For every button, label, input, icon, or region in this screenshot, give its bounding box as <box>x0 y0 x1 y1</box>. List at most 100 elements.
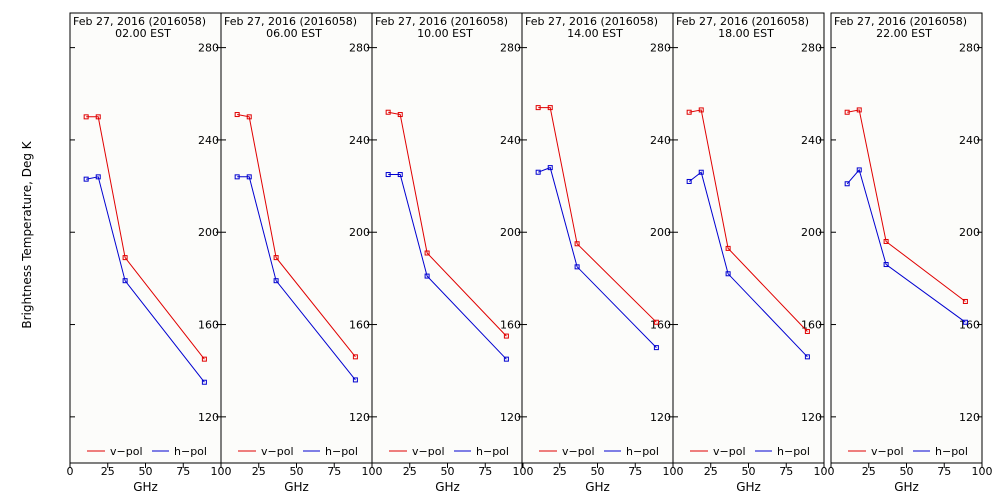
chart-panel: Feb 27, 2016 (2016058)06.00 EST 120 160 200… <box>220 12 383 494</box>
y-tick-label: 240 <box>959 134 980 147</box>
x-tick-label: 25 <box>553 465 567 478</box>
y-axis-label: Brightness Temperature, Deg K <box>20 140 34 328</box>
y-tick-label: 120 <box>801 411 822 424</box>
data-point-h-pol <box>962 319 968 325</box>
series-line-h-pol <box>237 176 356 381</box>
x-axis-label: GHz <box>284 480 309 494</box>
y-tick-label: 200 <box>349 226 370 239</box>
data-point-h-pol <box>201 379 207 385</box>
y-tick-label: 240 <box>801 134 822 147</box>
y-tick-label: 160 <box>959 319 980 332</box>
data-point-h-pol <box>352 377 358 383</box>
x-tick-label: 100 <box>972 465 993 478</box>
y-tick-label: 280 <box>349 42 370 55</box>
y-tick-label: 160 <box>500 319 521 332</box>
y-tick-label: 240 <box>198 134 219 147</box>
chart-panel: Feb 27, 2016 (2016058)14.00 EST 120 160 200… <box>521 12 684 494</box>
y-tick-label: 120 <box>349 411 370 424</box>
data-point-v-pol <box>574 241 580 247</box>
y-tick-label: 240 <box>349 134 370 147</box>
chart-panel: Feb 27, 2016 (2016058)02.00 EST 120 160 200… <box>67 12 232 494</box>
y-tick-label: 280 <box>801 42 822 55</box>
x-tick-label: 50 <box>591 465 605 478</box>
panel-time: 22.00 EST <box>876 27 932 40</box>
data-point-h-pol <box>424 273 430 279</box>
y-tick-label: 280 <box>198 42 219 55</box>
y-tick-label: 200 <box>500 226 521 239</box>
legend-label-h-pol: h−pol <box>476 445 509 458</box>
data-point-v-pol <box>547 105 553 111</box>
x-axis-label: GHz <box>894 480 919 494</box>
data-point-v-pol <box>122 255 128 261</box>
y-tick-label: 120 <box>500 411 521 424</box>
panel-frame <box>371 12 524 464</box>
series-line-v-pol <box>689 109 808 332</box>
x-tick-label: 25 <box>101 465 115 478</box>
y-tick-label: 160 <box>650 319 671 332</box>
y-tick-label: 200 <box>801 226 822 239</box>
panel-time: 14.00 EST <box>567 27 623 40</box>
data-point-h-pol <box>574 264 580 270</box>
x-tick-label: 75 <box>779 465 793 478</box>
y-tick-label: 200 <box>198 226 219 239</box>
data-point-h-pol <box>535 169 541 175</box>
data-point-h-pol <box>883 262 889 268</box>
series-line-h-pol <box>538 166 657 348</box>
series-line-h-pol <box>388 174 507 360</box>
x-tick-label: 50 <box>290 465 304 478</box>
chart-panel: Feb 27, 2016 (2016058)10.00 EST 120 160 200… <box>371 12 534 494</box>
y-tick-label: 200 <box>959 226 980 239</box>
x-tick-label: 25 <box>704 465 718 478</box>
x-tick-label: 75 <box>478 465 492 478</box>
x-tick-label: 0 <box>67 465 74 478</box>
data-point-v-pol <box>844 109 850 115</box>
data-point-v-pol <box>83 114 89 120</box>
x-tick-label: 100 <box>513 465 534 478</box>
data-point-v-pol <box>246 114 252 120</box>
panel-title: Feb 27, 2016 (2016058) <box>375 15 508 28</box>
data-point-v-pol <box>883 238 889 244</box>
panel-frame <box>69 12 222 464</box>
data-point-v-pol <box>725 245 731 251</box>
series-line-v-pol <box>86 116 205 360</box>
data-point-h-pol <box>385 172 391 178</box>
y-tick-label: 120 <box>650 411 671 424</box>
x-tick-label: 50 <box>900 465 914 478</box>
series-line-h-pol <box>86 176 205 383</box>
x-axis-label: GHz <box>435 480 460 494</box>
legend-label-h-pol: h−pol <box>174 445 207 458</box>
x-tick-label: 100 <box>814 465 835 478</box>
y-tick-label: 120 <box>198 411 219 424</box>
data-point-v-pol <box>201 356 207 362</box>
y-tick-label: 280 <box>500 42 521 55</box>
x-tick-label: 75 <box>937 465 951 478</box>
legend-label-v-pol: v−pol <box>871 445 904 458</box>
x-axis-label: GHz <box>736 480 761 494</box>
y-tick-label: 160 <box>801 319 822 332</box>
panel-time: 06.00 EST <box>266 27 322 40</box>
data-point-h-pol <box>503 356 509 362</box>
legend-label-h-pol: h−pol <box>777 445 810 458</box>
data-point-h-pol <box>273 278 279 284</box>
data-point-v-pol <box>424 250 430 256</box>
data-point-h-pol <box>83 176 89 182</box>
data-point-v-pol <box>698 107 704 113</box>
legend-label-v-pol: v−pol <box>110 445 143 458</box>
x-tick-label: 100 <box>663 465 684 478</box>
x-tick-label: 75 <box>327 465 341 478</box>
data-point-h-pol <box>95 174 101 180</box>
data-point-h-pol <box>234 174 240 180</box>
data-point-v-pol <box>503 333 509 339</box>
data-point-h-pol <box>856 167 862 173</box>
panel-title: Feb 27, 2016 (2016058) <box>676 15 809 28</box>
y-tick-label: 120 <box>959 411 980 424</box>
data-point-h-pol <box>698 169 704 175</box>
y-tick-label: 160 <box>198 319 219 332</box>
data-point-h-pol <box>804 354 810 360</box>
panel-title: Feb 27, 2016 (2016058) <box>224 15 357 28</box>
data-point-v-pol <box>234 112 240 118</box>
x-tick-label: 25 <box>252 465 266 478</box>
series-line-v-pol <box>538 107 657 323</box>
